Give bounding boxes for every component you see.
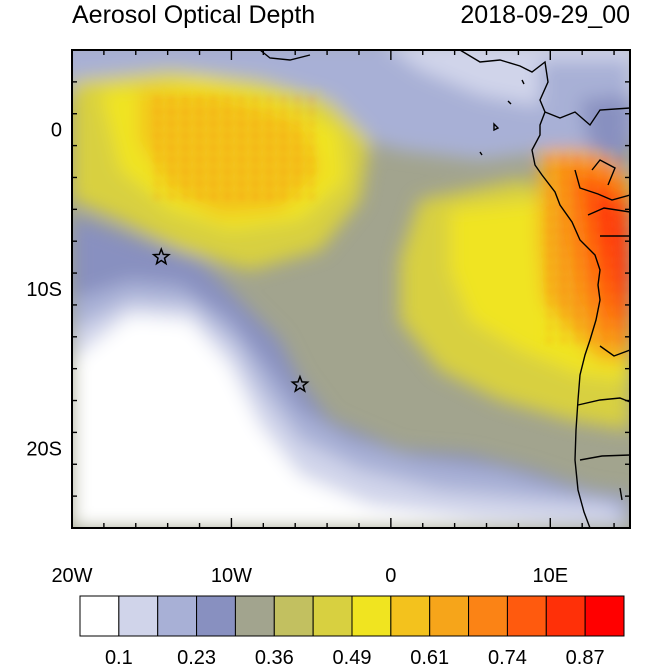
- colorbar-label: 0.61: [410, 647, 449, 667]
- colorbar-swatch: [312, 595, 353, 637]
- x-tick-label: 10W: [211, 565, 252, 587]
- axis-ticks: [71, 49, 630, 529]
- y-tick-label: 10S: [26, 279, 62, 301]
- colorbar-label: 0.1: [105, 647, 133, 667]
- colorbar-label: 0.49: [333, 647, 372, 667]
- star-marker-icon: [151, 247, 171, 266]
- x-tick-label: 10E: [532, 565, 568, 587]
- colorbar-swatch: [273, 595, 314, 637]
- colorbar-swatch: [584, 595, 625, 637]
- plot-frame: [71, 49, 631, 529]
- colorbar-swatch: [468, 595, 508, 637]
- coastline-borders: [259, 50, 630, 528]
- y-tick-label: 20S: [26, 438, 62, 460]
- colorbar-swatch: [196, 595, 236, 637]
- star-marker-icon: [290, 374, 310, 393]
- aod-field: [72, 50, 630, 528]
- x-tick-label: 20W: [51, 565, 92, 587]
- colorbar-swatch: [351, 595, 392, 637]
- colorbar-swatch: [506, 595, 547, 637]
- x-tick-label: 0: [385, 565, 396, 587]
- colorbar-label: 0.87: [566, 647, 605, 667]
- markers: [151, 247, 310, 393]
- map-title: Aerosol Optical Depth: [72, 1, 316, 29]
- colorbar-swatch: [79, 595, 120, 637]
- y-tick-label: 0: [51, 120, 62, 142]
- colorbar-swatch: [545, 595, 586, 637]
- colorbar-label: 0.23: [177, 647, 216, 667]
- colorbar-label: 0.36: [255, 647, 294, 667]
- axis-tick-labels: 20W 10W 0 10E 0 10S 20S: [26, 120, 568, 587]
- colorbar-swatch: [429, 595, 470, 637]
- colorbar-swatch: [234, 595, 275, 637]
- colorbar-label: 0.74: [488, 647, 527, 667]
- colorbar-swatch: [118, 595, 159, 637]
- time-label: 2018-09-29_00: [460, 1, 630, 29]
- colorbar-swatch: [390, 595, 431, 637]
- colorbar-swatch: [157, 595, 198, 637]
- colorbar: 0.1 0.23 0.36 0.49 0.61 0.74 0.87: [79, 595, 625, 667]
